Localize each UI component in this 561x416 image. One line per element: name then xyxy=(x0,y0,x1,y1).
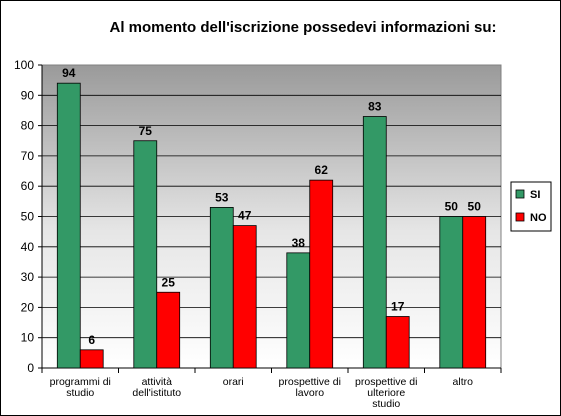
legend-swatch-no xyxy=(515,212,525,222)
x-tick-label-line: dell'istituto xyxy=(132,387,181,399)
bar-no xyxy=(462,216,487,369)
x-tick-label: prospettive di lavoro xyxy=(279,376,341,399)
data-label: 50 xyxy=(445,200,459,214)
bars xyxy=(56,82,487,369)
legend: SI NO xyxy=(510,181,552,232)
x-tick-label-line: studio xyxy=(372,398,400,410)
bar-si xyxy=(133,140,158,369)
bar-no xyxy=(232,225,257,369)
x-tick-label-line: prospettive di xyxy=(355,376,417,388)
y-tick-label: 40 xyxy=(21,240,35,254)
x-tick-label-line: attività xyxy=(142,376,173,388)
data-label: 50 xyxy=(468,200,482,214)
data-label: 25 xyxy=(162,275,176,289)
y-tick-label: 60 xyxy=(21,179,35,193)
x-tick-label-line: lavoro xyxy=(295,387,324,399)
y-tick-label: 70 xyxy=(21,149,35,163)
x-tick-label: orari xyxy=(223,376,244,388)
x-tick-label-line: orari xyxy=(223,376,244,388)
data-labels: 94 6 75 25 53 47 38 62 83 17 50 50 xyxy=(62,66,481,347)
data-label: 47 xyxy=(238,209,252,223)
bar-no xyxy=(309,179,334,369)
bar-no xyxy=(385,316,410,369)
bar-si xyxy=(209,207,234,369)
y-tick-label: 10 xyxy=(21,331,35,345)
bar-si xyxy=(439,216,464,369)
y-tick-label: 90 xyxy=(21,88,35,102)
data-label: 94 xyxy=(62,66,76,80)
data-label: 83 xyxy=(368,100,382,114)
y-axis: 0 10 20 30 40 50 60 70 80 90 100 xyxy=(14,58,502,375)
data-label: 6 xyxy=(88,333,95,347)
data-label: 17 xyxy=(391,299,405,313)
x-tick-label-line: programmi di xyxy=(50,376,111,388)
data-label: 62 xyxy=(315,163,329,177)
data-label: 53 xyxy=(215,190,229,204)
bar-no xyxy=(156,291,181,369)
y-tick-label: 100 xyxy=(14,58,34,72)
data-label: 38 xyxy=(292,236,306,250)
y-tick-label: 30 xyxy=(21,270,35,284)
x-tick-label-line: altro xyxy=(453,376,474,388)
data-label: 75 xyxy=(139,124,153,138)
bar-si xyxy=(56,82,81,369)
y-tick-label: 20 xyxy=(21,300,35,314)
y-tick-label: 80 xyxy=(21,119,35,133)
bar-si xyxy=(362,116,387,369)
legend-swatch-si xyxy=(515,189,525,199)
y-tick-label: 50 xyxy=(21,210,35,224)
x-tick-label: programmi di studio xyxy=(50,376,111,399)
chart-title: Al momento dell'iscrizione possedevi inf… xyxy=(110,19,497,36)
bar-no xyxy=(79,349,104,369)
x-tick-label: altro xyxy=(453,376,474,388)
x-tick-label-line: prospettive di xyxy=(279,376,341,388)
legend-label-si: SI xyxy=(530,189,540,201)
bar-si xyxy=(286,252,311,369)
x-tick-label: prospettive di ulteriore studio xyxy=(355,376,417,410)
x-tick-label-line: studio xyxy=(66,387,94,399)
y-tick-label: 0 xyxy=(27,361,34,375)
legend-label-no: NO xyxy=(530,212,547,224)
gridlines xyxy=(42,94,501,339)
x-tick-label-line: ulteriore xyxy=(367,387,405,399)
x-tick-label: attività dell'istituto xyxy=(132,376,181,399)
